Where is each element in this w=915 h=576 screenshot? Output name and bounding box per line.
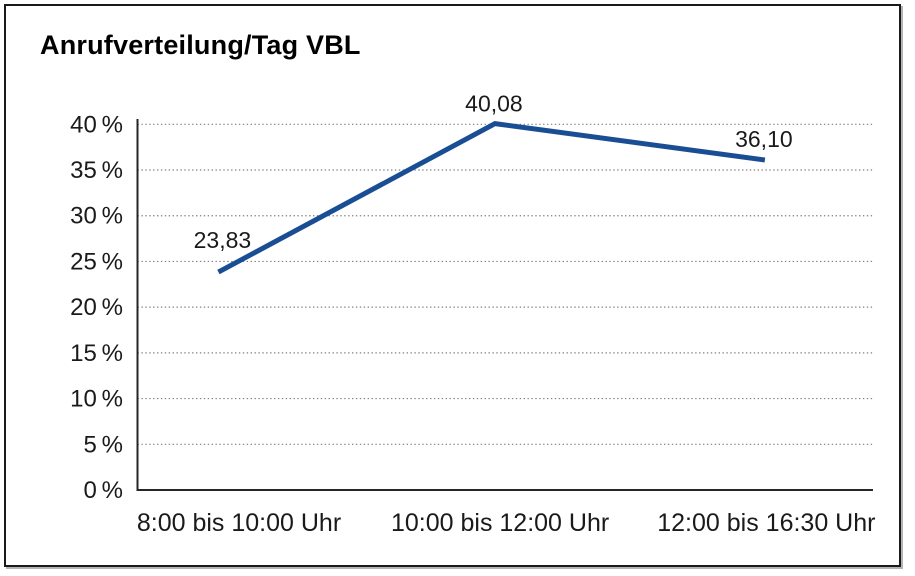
y-tick-label: 20 % [70,294,123,321]
data-point-label: 23,83 [194,227,252,253]
data-point-label: 36,10 [735,126,793,152]
chart-frame [4,4,901,567]
chart-title: Anrufverteilung/Tag VBL [40,30,361,60]
data-series-line [217,121,766,275]
x-category-label: 12:00 bis 16:30 Uhr [657,509,875,537]
y-tick-label: 40 % [70,111,123,138]
y-tick-label: 15 % [70,340,123,367]
x-category-label: 10:00 bis 12:00 Uhr [391,509,609,537]
x-category-label: 8:00 bis 10:00 Uhr [137,509,341,537]
y-tick-label: 0 % [84,477,124,504]
y-tick-label: 30 % [70,203,123,230]
y-tick-label: 25 % [70,248,123,275]
data-point-label: 40,08 [465,91,523,117]
y-tick-label: 5 % [84,431,124,458]
y-tick-label: 35 % [70,157,123,184]
y-tick-label: 10 % [70,386,123,413]
